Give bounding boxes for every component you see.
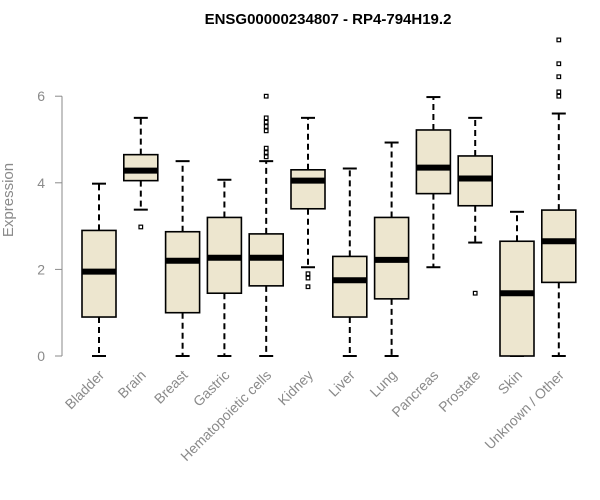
outlier-point (556, 89, 562, 95)
outlier-point (263, 124, 269, 129)
outlier-point (263, 145, 269, 151)
box-breast (164, 160, 201, 357)
box-rect (540, 209, 577, 284)
box-brain (123, 116, 159, 230)
chart-title: ENSG00000234807 - RP4-794H19.2 (205, 11, 452, 28)
outlier-point (263, 115, 269, 121)
outlier-point (263, 119, 269, 125)
outlier-point (305, 284, 311, 290)
box-rect (499, 240, 535, 357)
outlier-point (305, 275, 311, 281)
y-axis: 0 2 4 6 (37, 88, 63, 364)
category-label: Brain (114, 367, 148, 401)
y-tick-label: 2 (37, 261, 45, 277)
outlier-point (138, 224, 144, 230)
outlier-point (556, 37, 562, 43)
y-axis-label: Expression (0, 163, 17, 237)
box-kidney (290, 116, 326, 290)
outlier-point (263, 93, 269, 99)
box-pancreas (415, 96, 452, 269)
box-prostate (457, 116, 494, 296)
box-liver (331, 167, 368, 357)
box-gastric (206, 178, 243, 357)
outlier-point (263, 128, 269, 134)
y-tick-label: 0 (37, 348, 45, 364)
box-lung (373, 141, 410, 357)
category-label: Kidney (275, 367, 317, 409)
category-label: Unknown / Other (481, 367, 567, 453)
box-rect (290, 169, 326, 210)
category-label: Lung (366, 367, 399, 400)
outlier-point (556, 61, 562, 67)
box-rect (331, 255, 368, 318)
category-label: Breast (151, 367, 191, 407)
category-label: Bladder (62, 367, 108, 413)
category-label: Prostate (435, 367, 483, 415)
outlier-point (263, 154, 269, 160)
outlier-point (556, 93, 562, 99)
y-tick-label: 6 (37, 88, 45, 104)
box-series (81, 37, 577, 357)
category-label: Liver (325, 367, 358, 400)
outlier-point (263, 150, 269, 155)
box-rect (123, 153, 159, 182)
category-label: Skin (495, 367, 526, 398)
outlier-point (472, 290, 478, 296)
box-rect (164, 230, 201, 314)
box-rect (415, 129, 452, 195)
y-tick-label: 4 (37, 175, 45, 191)
box-skin (499, 210, 535, 357)
outlier-point (556, 74, 562, 80)
outlier-point (305, 271, 311, 277)
box-hematopoietic-cells (248, 93, 284, 357)
box-unknown-other (540, 37, 577, 357)
box-bladder (81, 182, 117, 357)
